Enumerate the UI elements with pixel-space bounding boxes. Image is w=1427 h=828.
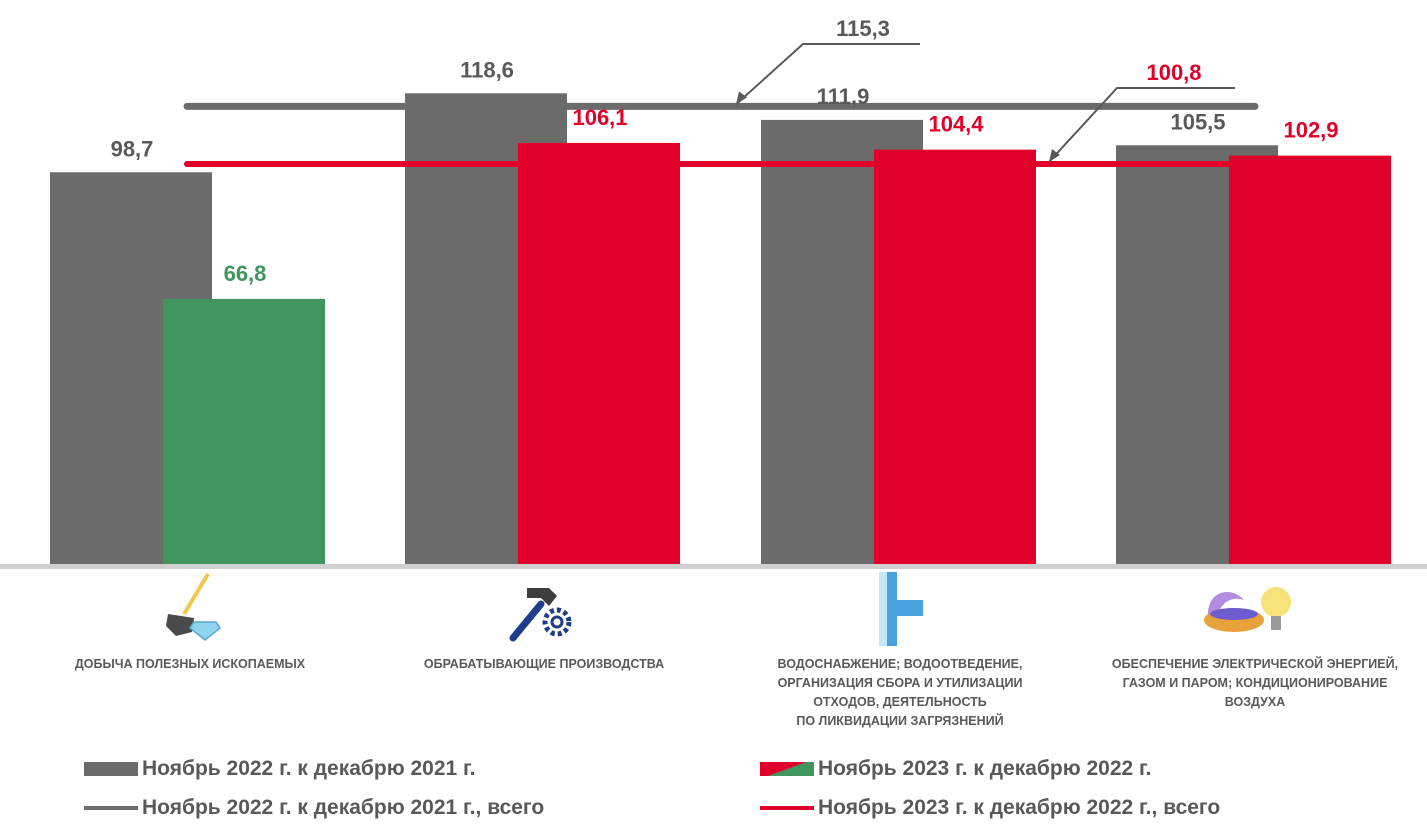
callout-arrowhead <box>1049 148 1060 162</box>
value-label-2023-1: 106,1 <box>572 105 627 130</box>
callout-2022-total <box>735 43 920 106</box>
category-label-line: по ликвидации загрязнений <box>796 714 1004 728</box>
shovel-diamond-icon <box>166 572 222 641</box>
category-label-line: организация сбора и утилизации <box>777 676 1023 690</box>
value-labels-group: 98,7 66,8 118,6 106,1 111,9 104,4 105,5 102,9 11… <box>111 16 1339 286</box>
bar-2023-1 <box>518 142 680 564</box>
legend-swatch-red-line <box>760 806 814 810</box>
category-label-water-supply: Водоснабжение; водоотведение, организаци… <box>750 655 1050 731</box>
category-label-line: отходов, деятельность <box>813 695 987 709</box>
x-axis-baseline <box>0 564 1427 569</box>
legend-swatch-gray-bar <box>84 762 138 776</box>
callout-label-2023-total: 100,8 <box>1146 60 1201 85</box>
value-label-2022-2: 111,9 <box>817 84 870 109</box>
legend-line-2023: Ноябрь 2023 г. к декабрю 2022 г., всего <box>760 796 1220 820</box>
water-pipe-icon <box>879 572 923 646</box>
reference-lines-group <box>183 43 1259 167</box>
value-label-2023-2: 104,4 <box>928 112 984 137</box>
legend-bar-2023: Ноябрь 2023 г. к декабрю 2022 г. <box>760 757 1152 781</box>
hammer-gear-icon <box>509 588 572 642</box>
legend-bar-2022: Ноябрь 2022 г. к декабрю 2021 г. <box>84 757 476 781</box>
callout-2023-total <box>1048 87 1235 163</box>
gas-flame-bulb-icon <box>1204 587 1291 632</box>
callout-label-2022-total: 115,3 <box>836 16 890 41</box>
value-label-2022-1: 118,6 <box>460 57 514 82</box>
legend-line-2022: Ноябрь 2022 г. к декабрю 2021 г., всего <box>84 796 544 820</box>
category-label-line: газом и паром; кондиционирование <box>1122 676 1388 690</box>
value-label-2022-0: 98,7 <box>111 136 154 161</box>
legend-label: Ноябрь 2023 г. к декабрю 2022 г., всего <box>818 796 1221 819</box>
value-label-2022-3: 105,5 <box>1170 109 1225 134</box>
category-label-line: воздуха <box>1224 695 1286 709</box>
category-label-manufacturing: Обрабатывающие производства <box>394 655 694 674</box>
category-label-line: Обеспечение электрической энергией, <box>1111 657 1399 671</box>
legend-label: Ноябрь 2022 г. к декабрю 2021 г. <box>142 757 476 780</box>
category-label-line: Добыча полезных ископаемых <box>74 657 306 671</box>
category-label-line: Водоснабжение; водоотведение, <box>777 657 1023 671</box>
category-label-line: Обрабатывающие производства <box>423 657 665 671</box>
value-label-2023-0: 66,8 <box>224 261 267 286</box>
category-label-energy-supply: Обеспечение электрической энергией, газо… <box>1105 655 1405 712</box>
bars-group <box>50 93 1391 565</box>
legend-label: Ноябрь 2022 г. к декабрю 2021 г., всего <box>142 796 545 819</box>
bar-2023-2 <box>874 149 1036 564</box>
category-label-mining: Добыча полезных ископаемых <box>40 655 340 674</box>
bar-2023-0 <box>163 298 325 564</box>
callout-arrowhead <box>736 91 747 105</box>
value-label-2023-3: 102,9 <box>1283 118 1338 143</box>
legend-swatch-gray-line <box>84 806 138 810</box>
bar-2023-3 <box>1229 155 1391 564</box>
legend-swatch-red-green-bar <box>760 762 814 776</box>
legend-label: Ноябрь 2023 г. к декабрю 2022 г. <box>818 757 1152 780</box>
